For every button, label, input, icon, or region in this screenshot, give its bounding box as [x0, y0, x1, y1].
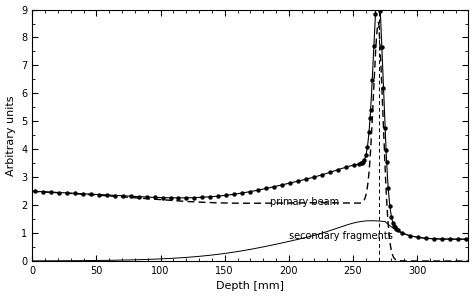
X-axis label: Depth [mm]: Depth [mm] [216, 282, 284, 291]
Y-axis label: Arbitrary units: Arbitrary units [6, 95, 16, 176]
Text: primary beam: primary beam [270, 197, 339, 207]
Text: secondary fragments: secondary fragments [289, 231, 392, 241]
